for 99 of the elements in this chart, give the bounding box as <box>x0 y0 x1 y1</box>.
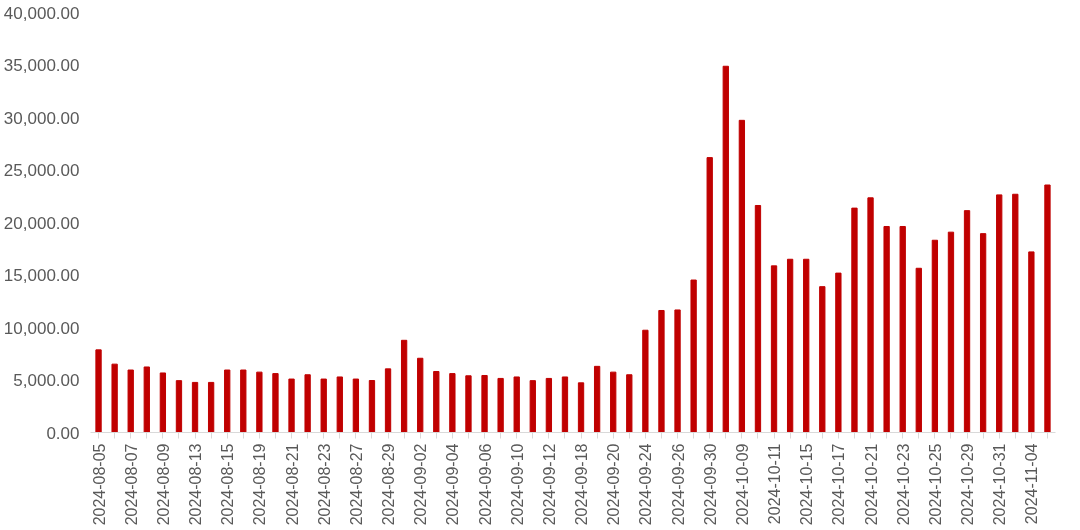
x-tick-label: 2024-10-11 <box>766 443 784 525</box>
x-tick-label: 2024-09-02 <box>412 443 430 526</box>
bar <box>1012 193 1019 433</box>
bar <box>175 380 183 433</box>
y-tick-label: 20,000.00 <box>3 213 80 233</box>
bar <box>207 381 215 433</box>
x-tick-label: 2024-09-30 <box>701 443 719 526</box>
bar <box>706 157 713 433</box>
bar <box>449 373 456 433</box>
bar <box>111 363 118 433</box>
bar <box>931 239 939 433</box>
bar <box>770 265 778 433</box>
x-tick-label: 2024-08-09 <box>154 443 172 526</box>
x-tick-label: 2024-10-25 <box>926 443 944 526</box>
x-tick-label: 2024-09-06 <box>476 443 494 526</box>
bar <box>240 369 247 433</box>
x-tick-label: 2024-10-29 <box>959 443 977 526</box>
bar <box>851 207 858 433</box>
x-tick-label: 2024-08-29 <box>380 443 398 526</box>
bar <box>577 382 585 433</box>
y-tick-label: 40,000.00 <box>3 3 80 23</box>
bar <box>947 231 955 433</box>
bar <box>626 374 633 433</box>
bar <box>642 329 649 433</box>
x-tick-label: 2024-08-19 <box>251 443 269 526</box>
bar <box>143 366 150 433</box>
y-tick-label: 35,000.00 <box>3 56 80 75</box>
bar <box>674 309 681 433</box>
y-tick-label: 10,000.00 <box>3 318 80 338</box>
bar <box>658 309 665 433</box>
x-tick-label: 2024-10-15 <box>798 443 816 526</box>
bar <box>915 267 922 433</box>
bar <box>1044 184 1051 433</box>
bar <box>288 378 295 433</box>
x-tick-label: 2024-09-24 <box>637 443 655 526</box>
x-tick-label: 2024-08-13 <box>187 443 205 526</box>
bar <box>819 286 826 433</box>
bar <box>304 374 311 433</box>
x-tick-label: 2024-10-09 <box>733 443 751 526</box>
bar <box>320 378 327 433</box>
x-tick-label: 2024-08-27 <box>347 443 365 526</box>
y-tick-label: 0.00 <box>46 423 80 443</box>
bar <box>513 376 520 433</box>
x-tick-label: 2024-10-23 <box>894 443 912 526</box>
bar <box>272 373 279 433</box>
x-tick-label: 2024-09-04 <box>444 443 462 526</box>
bar <box>417 357 424 433</box>
x-tick-label: 2024-09-20 <box>605 443 623 526</box>
bar <box>497 377 504 433</box>
x-tick-label: 2024-08-15 <box>219 443 237 526</box>
x-tick-label: 2024-08-07 <box>122 443 140 526</box>
bar <box>786 258 794 433</box>
x-tick-label: 2024-09-12 <box>540 443 558 526</box>
bar <box>256 371 263 433</box>
y-tick-label: 15,000.00 <box>3 266 80 285</box>
bar <box>127 369 134 433</box>
x-tick-label: 2024-08-23 <box>315 443 333 526</box>
bar <box>899 225 906 433</box>
y-tick-label: 25,000.00 <box>3 161 80 180</box>
x-tick-label: 2024-09-10 <box>508 443 526 526</box>
bar <box>481 374 488 433</box>
bar <box>224 369 231 433</box>
bar <box>336 376 343 433</box>
x-tick-label: 2024-08-21 <box>283 443 301 526</box>
x-tick-label: 2024-10-21 <box>862 443 880 526</box>
bar <box>545 377 553 433</box>
bar <box>867 197 874 433</box>
x-tick-label: 2024-11-04 <box>1023 443 1041 525</box>
bar <box>996 194 1003 433</box>
bar <box>1028 251 1035 433</box>
bar <box>835 272 842 433</box>
bar <box>95 349 102 433</box>
x-tick-label: 2024-09-26 <box>669 443 687 526</box>
bar <box>529 380 536 433</box>
bar <box>384 368 392 433</box>
bar <box>803 258 810 433</box>
bar <box>191 381 199 433</box>
bar <box>561 376 569 433</box>
x-tick-label: 2024-10-31 <box>991 443 1009 526</box>
bar <box>159 372 167 433</box>
bar <box>963 210 971 433</box>
x-tick-label: 2024-08-05 <box>90 443 108 526</box>
bar <box>400 339 408 433</box>
bar <box>465 375 472 433</box>
bar <box>738 119 746 433</box>
x-tick-label: 2024-09-18 <box>573 443 591 526</box>
bar <box>368 380 376 433</box>
bar <box>593 365 601 433</box>
y-tick-label: 5,000.00 <box>13 371 80 390</box>
bar <box>883 225 890 433</box>
bar <box>722 65 729 433</box>
bar <box>690 279 697 433</box>
bar <box>352 378 360 433</box>
x-tick-label: 2024-10-17 <box>830 443 848 526</box>
bar <box>433 370 440 433</box>
y-tick-label: 30,000.00 <box>3 108 80 128</box>
bar <box>979 233 987 433</box>
bar <box>610 371 617 433</box>
bar <box>754 204 762 433</box>
